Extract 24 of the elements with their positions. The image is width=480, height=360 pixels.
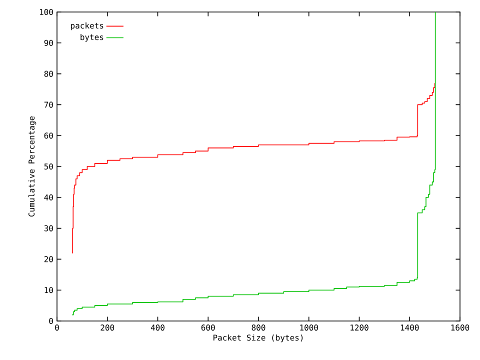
- y-tick-label: 70: [44, 102, 53, 108]
- x-axis-title: Packet Size (bytes): [214, 334, 303, 342]
- x-tick-label: 800: [252, 324, 266, 331]
- y-tick-label: 0: [49, 318, 53, 324]
- y-tick-label: 90: [44, 40, 53, 46]
- legend-label: bytes: [80, 34, 104, 42]
- y-tick-label: 100: [40, 8, 53, 16]
- x-tick-label: 400: [150, 324, 164, 331]
- x-tick-label: 600: [201, 324, 215, 331]
- legend-label: packets: [71, 22, 104, 30]
- x-tick-label: 1000: [300, 324, 318, 331]
- y-tick-label: 40: [44, 194, 53, 200]
- y-axis-title: Cumulative Percentage: [28, 116, 36, 217]
- x-tick-label: 200: [100, 324, 114, 331]
- y-tick-label: 10: [44, 287, 53, 294]
- x-tick-label: 1600: [451, 324, 470, 331]
- y-tick-label: 20: [44, 256, 53, 262]
- y-tick-label: 50: [44, 163, 53, 170]
- y-tick-label: 30: [44, 225, 53, 232]
- y-tick-label: 60: [44, 132, 53, 139]
- x-tick-label: 0: [55, 324, 59, 331]
- x-tick-label: 1400: [400, 324, 419, 331]
- y-tick-label: 80: [44, 70, 53, 77]
- x-tick-label: 1200: [350, 324, 368, 331]
